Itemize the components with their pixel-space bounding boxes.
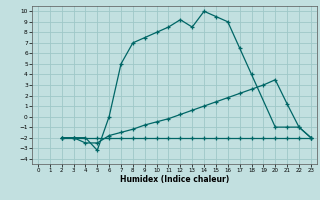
X-axis label: Humidex (Indice chaleur): Humidex (Indice chaleur) — [120, 175, 229, 184]
